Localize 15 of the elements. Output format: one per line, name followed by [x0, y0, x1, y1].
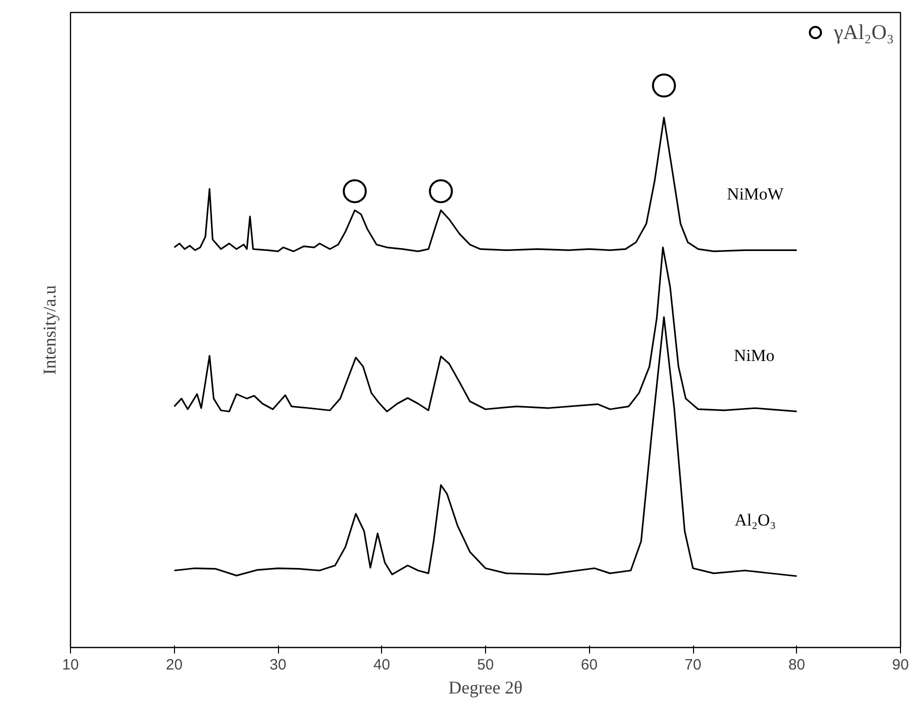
x-axis-title: Degree 2θ — [448, 678, 523, 698]
x-tick-label: 70 — [684, 656, 702, 674]
legend-label: γAl₂O₃ — [834, 20, 894, 44]
x-tick-label: 10 — [62, 656, 79, 674]
text: NiMoW — [726, 184, 785, 204]
text: NiMo — [734, 346, 775, 365]
y-axis-title: Intensity/a.u — [40, 285, 60, 375]
x-tick-label: 80 — [788, 656, 806, 674]
x-tick-label: 60 — [580, 656, 598, 674]
x-tick-label: 50 — [477, 656, 494, 674]
x-tick-label: 40 — [373, 656, 390, 674]
text: Al₂O₃ — [734, 510, 776, 530]
x-tick-label: 90 — [892, 656, 909, 674]
x-tick-label: 20 — [166, 656, 183, 674]
x-tick-label: 30 — [270, 656, 286, 674]
